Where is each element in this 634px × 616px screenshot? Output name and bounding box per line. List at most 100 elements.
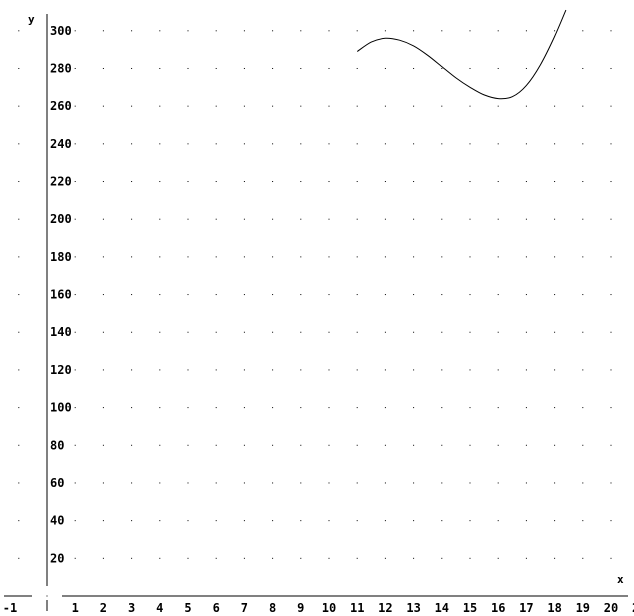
grid-dot bbox=[328, 557, 330, 559]
grid-dot bbox=[525, 256, 527, 258]
grid-dot bbox=[384, 407, 386, 409]
grid-dot bbox=[525, 67, 527, 69]
grid-dot bbox=[18, 520, 20, 522]
series-line bbox=[356, 9, 567, 100]
grid-dot bbox=[18, 30, 20, 32]
grid-dot bbox=[525, 294, 527, 296]
grid-dot bbox=[384, 294, 386, 296]
grid-dot bbox=[187, 369, 189, 371]
grid-dot bbox=[18, 181, 20, 183]
grid-dot bbox=[131, 30, 133, 32]
grid-dot bbox=[554, 331, 556, 333]
grid-dot bbox=[74, 218, 76, 220]
grid-dot bbox=[441, 294, 443, 296]
grid-dot bbox=[469, 407, 471, 409]
x-tick-label: 20 bbox=[604, 601, 618, 615]
grid-dot bbox=[18, 218, 20, 220]
grid-dot bbox=[497, 331, 499, 333]
grid-dot bbox=[441, 67, 443, 69]
grid-dot bbox=[131, 407, 133, 409]
grid-dot bbox=[497, 369, 499, 371]
grid-dot bbox=[300, 294, 302, 296]
grid-dot bbox=[441, 331, 443, 333]
grid-dot bbox=[469, 331, 471, 333]
grid-dot bbox=[610, 407, 612, 409]
y-tick-label: 160 bbox=[50, 288, 72, 302]
grid-dot bbox=[18, 67, 20, 69]
grid-dot bbox=[497, 181, 499, 183]
grid-dot bbox=[102, 520, 104, 522]
x-tick-label: 11 bbox=[350, 601, 364, 615]
grid-dot bbox=[243, 105, 245, 107]
grid-dot bbox=[131, 67, 133, 69]
grid-dot bbox=[243, 520, 245, 522]
x-tick-label: 10 bbox=[322, 601, 336, 615]
grid-dot bbox=[469, 67, 471, 69]
grid-dot bbox=[610, 256, 612, 258]
grid-dot bbox=[215, 557, 217, 559]
grid-dot bbox=[187, 520, 189, 522]
grid-dot bbox=[413, 520, 415, 522]
grid-dot bbox=[497, 218, 499, 220]
grid-dot bbox=[497, 557, 499, 559]
grid-dot bbox=[74, 557, 76, 559]
grid-dot bbox=[356, 331, 358, 333]
grid-dot bbox=[187, 294, 189, 296]
grid-dot bbox=[159, 482, 161, 484]
grid-dot bbox=[18, 105, 20, 107]
grid-dot bbox=[272, 557, 274, 559]
grid-dot bbox=[300, 256, 302, 258]
grid-dot bbox=[554, 557, 556, 559]
grid-dot bbox=[610, 444, 612, 446]
grid-dot bbox=[272, 256, 274, 258]
grid-dot bbox=[582, 444, 584, 446]
grid-dot bbox=[413, 444, 415, 446]
grid-dot bbox=[102, 218, 104, 220]
grid-dot bbox=[582, 143, 584, 145]
grid-dot bbox=[497, 407, 499, 409]
grid-dot bbox=[356, 30, 358, 32]
x-tick-label: 8 bbox=[269, 601, 276, 615]
grid-dot bbox=[384, 331, 386, 333]
x-tick-label: 17 bbox=[519, 601, 533, 615]
grid-dot bbox=[554, 369, 556, 371]
grid-dot bbox=[215, 369, 217, 371]
x-tick-label: 7 bbox=[241, 601, 248, 615]
grid-dot bbox=[243, 143, 245, 145]
grid-dot bbox=[243, 331, 245, 333]
grid-dot bbox=[159, 520, 161, 522]
grid-dot bbox=[469, 520, 471, 522]
grid-dot bbox=[610, 520, 612, 522]
grid-dot bbox=[356, 407, 358, 409]
grid-dot bbox=[441, 444, 443, 446]
grid-dot bbox=[74, 482, 76, 484]
y-tick-label: 280 bbox=[50, 61, 72, 75]
grid-dot bbox=[554, 105, 556, 107]
grid-dot bbox=[469, 218, 471, 220]
grid-dot bbox=[469, 444, 471, 446]
grid-dot bbox=[328, 369, 330, 371]
grid-dot bbox=[215, 256, 217, 258]
grid-dot bbox=[159, 407, 161, 409]
grid-dot bbox=[328, 181, 330, 183]
grid-dot bbox=[131, 369, 133, 371]
grid-dot bbox=[272, 369, 274, 371]
grid-dot bbox=[441, 143, 443, 145]
grid-dot bbox=[525, 105, 527, 107]
grid-dot bbox=[131, 444, 133, 446]
y-tick-label: 260 bbox=[50, 99, 72, 113]
grid-dot bbox=[554, 407, 556, 409]
grid-dot bbox=[413, 181, 415, 183]
grid-dot bbox=[525, 557, 527, 559]
grid-dot bbox=[413, 30, 415, 32]
grid-dot bbox=[46, 595, 48, 597]
grid-dot bbox=[582, 369, 584, 371]
grid-dot bbox=[328, 294, 330, 296]
grid-dot bbox=[356, 557, 358, 559]
grid-dot bbox=[159, 369, 161, 371]
grid-dot bbox=[187, 557, 189, 559]
grid-dot bbox=[272, 407, 274, 409]
grid-dot bbox=[497, 256, 499, 258]
grid-dot bbox=[469, 30, 471, 32]
